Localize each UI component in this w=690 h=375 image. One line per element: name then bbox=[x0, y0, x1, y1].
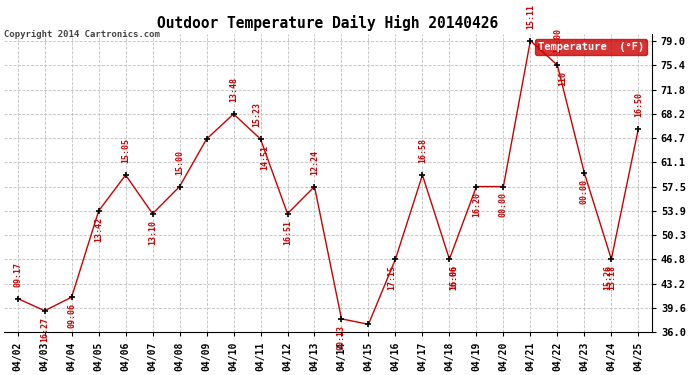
Text: 14:51: 14:51 bbox=[260, 145, 269, 170]
Text: 16:58: 16:58 bbox=[418, 138, 427, 164]
Text: 09:06: 09:06 bbox=[67, 303, 76, 328]
Text: 13:42: 13:42 bbox=[94, 217, 103, 242]
Text: 16:20: 16:20 bbox=[472, 192, 481, 217]
Text: 110: 110 bbox=[558, 71, 567, 86]
Text: 12:24: 12:24 bbox=[310, 150, 319, 175]
Text: 10:00: 10:00 bbox=[553, 28, 562, 53]
Text: 16:50: 16:50 bbox=[634, 92, 643, 117]
Text: 13:48: 13:48 bbox=[229, 77, 238, 102]
Text: 16:06: 16:06 bbox=[449, 265, 458, 290]
Text: 15:26: 15:26 bbox=[603, 265, 612, 290]
Legend: Temperature  (°F): Temperature (°F) bbox=[535, 39, 647, 55]
Text: 16:27: 16:27 bbox=[40, 316, 49, 342]
Text: 09:17: 09:17 bbox=[13, 262, 22, 287]
Text: Copyright 2014 Cartronics.com: Copyright 2014 Cartronics.com bbox=[4, 30, 160, 39]
Text: 16:51: 16:51 bbox=[283, 219, 292, 245]
Text: 00:00: 00:00 bbox=[499, 192, 508, 217]
Text: 15:11: 15:11 bbox=[526, 4, 535, 29]
Text: 16:06: 16:06 bbox=[449, 265, 458, 290]
Text: 17:15: 17:15 bbox=[387, 265, 396, 290]
Text: 15:00: 15:00 bbox=[175, 150, 184, 175]
Text: 00:00: 00:00 bbox=[580, 179, 589, 204]
Text: 00:13: 00:13 bbox=[337, 325, 346, 350]
Text: 15:05: 15:05 bbox=[121, 138, 130, 164]
Text: 15:23: 15:23 bbox=[252, 102, 261, 128]
Text: 13:18: 13:18 bbox=[607, 265, 616, 290]
Text: 13:10: 13:10 bbox=[148, 219, 157, 245]
Title: Outdoor Temperature Daily High 20140426: Outdoor Temperature Daily High 20140426 bbox=[157, 15, 499, 32]
